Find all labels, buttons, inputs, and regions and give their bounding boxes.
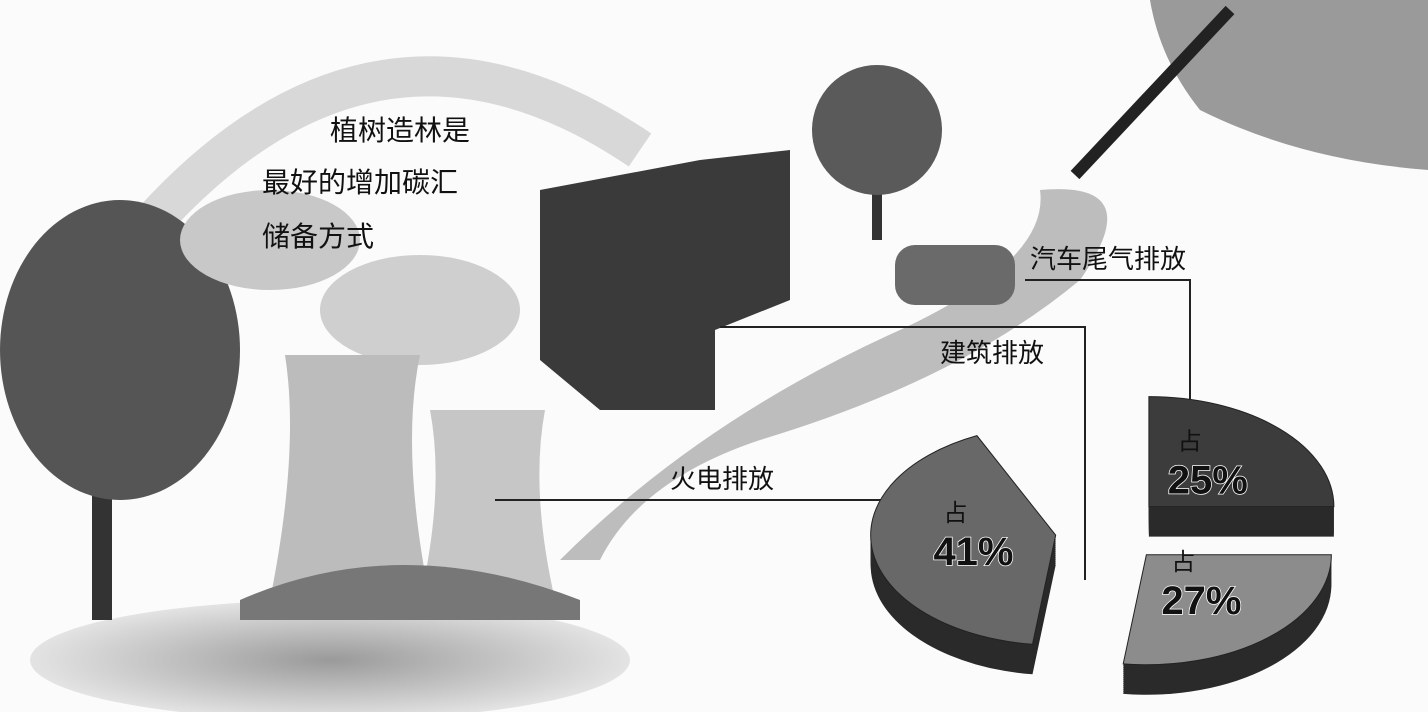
- value-prefix: 占: [1178, 428, 1202, 456]
- pie: [870, 396, 1335, 695]
- category-label: 汽车尾气排放: [1030, 245, 1186, 275]
- value-label: 41%: [933, 530, 1013, 574]
- cloud: [180, 190, 360, 290]
- cloud: [320, 255, 520, 365]
- category-label: 火电排放: [670, 465, 774, 495]
- category-label: 建筑排放: [940, 339, 1044, 369]
- value-prefix: 占: [943, 499, 967, 527]
- pen: [1070, 5, 1235, 180]
- grass: [240, 565, 580, 620]
- rainbow: [104, 56, 652, 273]
- cooling-tower: [420, 410, 555, 600]
- value-label: 27%: [1161, 579, 1241, 623]
- cooling-tower: [270, 355, 430, 600]
- building: [540, 150, 790, 410]
- road: [560, 189, 1108, 560]
- tree-crown: [812, 65, 942, 195]
- annotation-line: 最好的增加碳汇: [262, 166, 458, 199]
- annotation-line: 植树造林是: [330, 114, 470, 147]
- leader-line: [720, 326, 1086, 580]
- slice: [870, 435, 1057, 645]
- value-label: 25%: [1168, 459, 1248, 503]
- hand: [1150, 0, 1428, 170]
- value-prefix: 占: [1171, 548, 1195, 576]
- annotation-line: 储备方式: [262, 220, 374, 253]
- tree-trunk: [872, 170, 882, 240]
- leader-line: [1025, 279, 1191, 450]
- slice: [1148, 396, 1335, 508]
- car: [895, 245, 1015, 305]
- tree-crown: [0, 200, 240, 500]
- ground: [30, 600, 630, 712]
- slice: [1122, 554, 1332, 666]
